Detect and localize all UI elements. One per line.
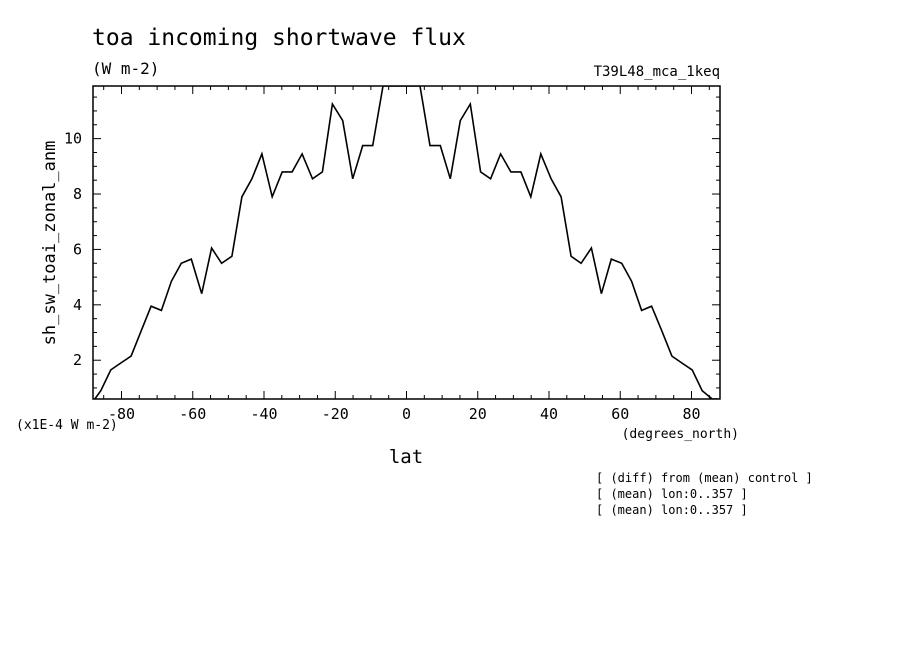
x-tick-label: -80	[108, 405, 135, 423]
x-tick-label: 40	[540, 405, 558, 423]
x-axis-units: (degrees_north)	[622, 427, 739, 442]
x-tick-label: 0	[402, 405, 411, 423]
annotation-mean-lon-2: [ (mean) lon:0..357 ]	[596, 503, 748, 517]
x-axis-label: lat	[389, 446, 423, 468]
annotation-diff: [ (diff) from (mean) control ]	[596, 471, 813, 485]
plot-area: -80 -60 -40 -20 0 20 40 60 80 2 4 6 8 10	[64, 85, 721, 423]
y-tick-label: 10	[64, 130, 82, 148]
chart-units-subtitle: (W m-2)	[92, 59, 159, 78]
plot-frame	[92, 85, 721, 400]
y-axis-label: sh_sw_toai_zonal_anm	[40, 141, 60, 346]
y-tick-label: 4	[73, 296, 82, 314]
y-axis-units: (x1E-4 W m-2)	[16, 418, 118, 433]
x-tick-label: 60	[611, 405, 629, 423]
experiment-label: T39L48_mca_1keq	[594, 64, 720, 80]
x-tick-label: 20	[469, 405, 487, 423]
y-tick-label: 6	[73, 240, 82, 258]
x-tick-label: -60	[179, 405, 206, 423]
x-tick-label: -40	[250, 405, 277, 423]
x-tick-label: 80	[682, 405, 700, 423]
chart-title: toa incoming shortwave flux	[92, 25, 466, 51]
x-tick-label: -20	[322, 405, 349, 423]
annotation-mean-lon-1: [ (mean) lon:0..357 ]	[596, 487, 748, 501]
series-line	[94, 86, 719, 399]
y-tick-label: 2	[73, 351, 82, 369]
y-tick-label: 8	[73, 185, 82, 203]
